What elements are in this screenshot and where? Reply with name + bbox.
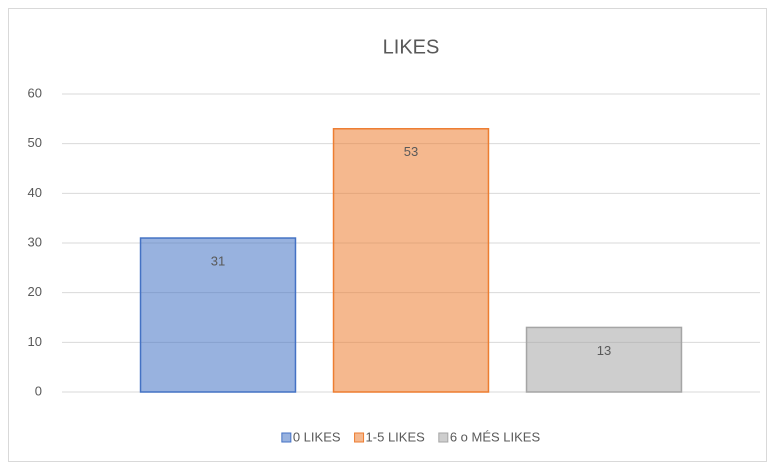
bar	[139, 237, 297, 393]
legend-swatch	[281, 432, 292, 443]
y-tick-label: 20	[28, 284, 42, 299]
data-label: 13	[597, 343, 611, 358]
y-tick-label: 10	[28, 334, 42, 349]
y-tick-label: 0	[35, 383, 42, 398]
legend-label: 1-5 LIKES	[366, 429, 426, 444]
legend-label: 6 o MÉS LIKES	[450, 429, 541, 444]
legend-swatch	[438, 432, 449, 443]
y-tick-label: 60	[28, 85, 42, 100]
legend-label: 0 LIKES	[293, 429, 341, 444]
data-label: 31	[211, 253, 225, 268]
y-tick-label: 30	[28, 234, 42, 249]
bar	[525, 326, 683, 393]
y-tick-label: 40	[28, 185, 42, 200]
legend-swatch	[354, 432, 365, 443]
chart-title: LIKES	[383, 36, 440, 58]
data-label: 53	[404, 144, 418, 159]
bar	[332, 128, 490, 393]
y-tick-label: 50	[28, 135, 42, 150]
